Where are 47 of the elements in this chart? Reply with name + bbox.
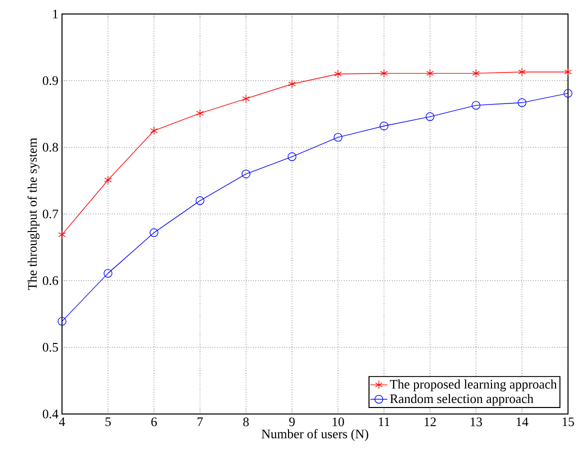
y-tick-label: 0.7 [42, 210, 58, 218]
x-tick-label: 13 [470, 418, 482, 426]
x-tick-label: 6 [151, 418, 157, 426]
point [472, 100, 480, 110]
point [58, 230, 66, 240]
point [334, 70, 342, 78]
point [564, 88, 572, 98]
point [242, 170, 250, 178]
point [104, 268, 112, 278]
legend-label: The proposed learning approach [390, 380, 557, 392]
x-tick-label: 9 [289, 418, 295, 426]
point [380, 68, 388, 78]
x-tick-label: 5 [106, 418, 111, 426]
point [196, 196, 204, 206]
y-tick-label: 0.9 [42, 76, 58, 86]
point [564, 68, 572, 76]
point [288, 152, 296, 162]
y-tick-label: 0.4 [42, 410, 58, 418]
x-tick-label: 4 [59, 418, 66, 426]
point [518, 98, 526, 108]
point [472, 68, 480, 78]
point [426, 68, 434, 78]
point [518, 68, 526, 76]
point [242, 94, 250, 104]
x-tick-label: 11 [378, 418, 390, 426]
point [380, 122, 388, 130]
y-tick-label: 0.5 [42, 342, 58, 352]
point [104, 176, 112, 184]
y-tick-label: 0.8 [42, 142, 58, 152]
point [150, 126, 158, 136]
point [334, 132, 342, 142]
y-axis-title: The throughput of the system [28, 138, 40, 290]
point [58, 316, 66, 326]
x-axis-title: Number of users (N) [262, 429, 368, 441]
x-tick-label: 8 [243, 418, 249, 426]
x-tick-label: 12 [424, 418, 436, 426]
y-tick-label: 1 [53, 10, 58, 18]
point [426, 112, 434, 122]
legend-label: Random selection approach [390, 394, 534, 406]
x-tick-label: 15 [562, 418, 574, 426]
point [288, 80, 296, 88]
x-tick-label: 14 [516, 418, 528, 426]
y-tick-label: 0.6 [42, 276, 58, 286]
point [150, 228, 158, 238]
point [196, 108, 204, 118]
x-tick-label: 7 [198, 418, 203, 426]
x-tick-label: 10 [332, 418, 344, 426]
